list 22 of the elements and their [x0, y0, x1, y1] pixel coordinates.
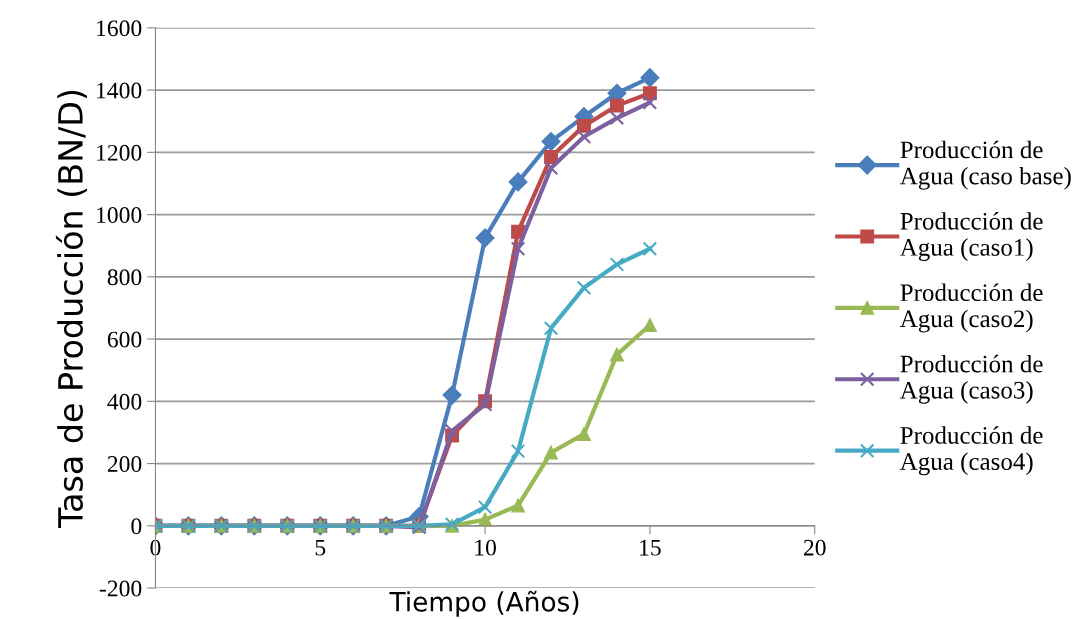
legend-label: Producción de Agua (caso1): [899, 212, 1043, 262]
y-tick-label: 0: [131, 518, 142, 535]
legend-label: Producción de Agua (caso3): [899, 354, 1043, 404]
x-tick-label: 0: [150, 539, 161, 556]
x-tick-label: 5: [315, 539, 326, 556]
y-tick-label: 1400: [97, 82, 142, 99]
legend-label: Producción de Agua (caso base): [899, 140, 1071, 190]
legend-label: Producción de Agua (caso4): [899, 426, 1043, 476]
x-tick-label: 20: [803, 539, 826, 556]
legend-label: Producción de Agua (caso2): [899, 283, 1043, 333]
y-axis-title: Tasa de Producción (BN/D): [55, 90, 87, 528]
y-tick-label: 1000: [97, 207, 142, 224]
y-tick-label: 800: [107, 269, 142, 286]
x-axis-title: Tiempo (Años): [389, 590, 579, 617]
y-tick-label: -200: [99, 580, 142, 597]
y-tick-label: 600: [107, 331, 142, 348]
x-tick-label: 15: [640, 539, 661, 556]
y-tick-label: 200: [107, 456, 142, 472]
y-tick-label: 400: [107, 393, 142, 410]
y-tick-label: 1200: [97, 144, 142, 161]
y-tick-label: 1600: [97, 20, 142, 37]
x-tick-label: 10: [475, 539, 496, 556]
